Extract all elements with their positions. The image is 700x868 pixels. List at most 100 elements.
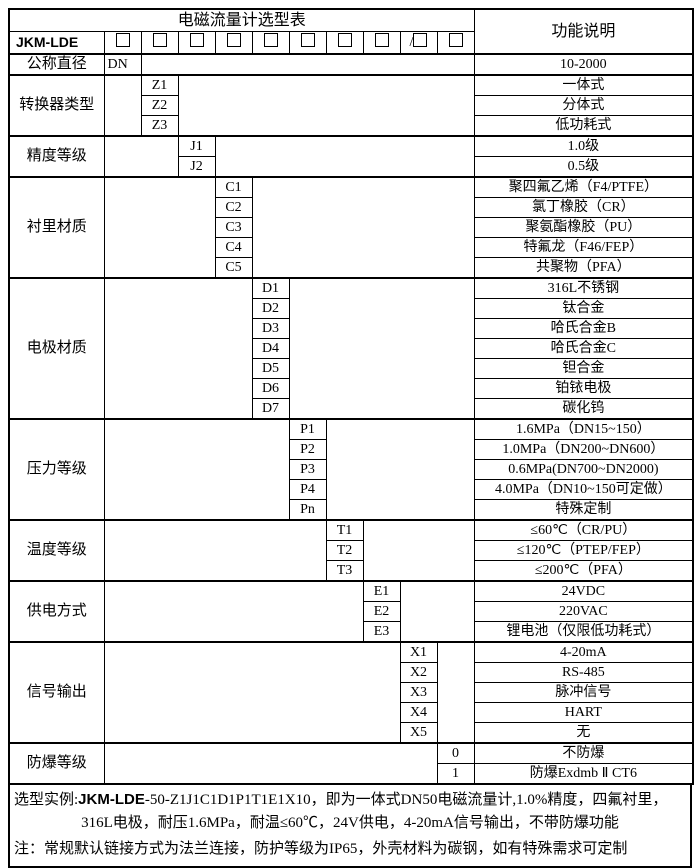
description-cell: 分体式 bbox=[473, 95, 694, 116]
table-row: 防爆等级 0 不防爆 bbox=[8, 742, 694, 785]
table-row: X5 无 bbox=[9, 722, 694, 744]
code-cell: C4 bbox=[214, 237, 253, 258]
code-cell: C1 bbox=[214, 176, 253, 198]
checkbox-icon bbox=[226, 33, 241, 47]
code-cell: D1 bbox=[251, 277, 290, 299]
selection-table: 电磁流量计选型表 功能说明 JKM-LDE / 公称直径 DN 10-2000 转换器… bbox=[8, 8, 695, 785]
model-checkbox-cell: / bbox=[399, 31, 438, 55]
code-cell: T3 bbox=[325, 560, 364, 582]
filler-cell bbox=[251, 176, 475, 279]
function-desc-header: 功能说明 bbox=[473, 8, 694, 55]
section-label: 防爆等级 bbox=[8, 742, 105, 785]
description-cell: ≤120℃（PTEP/FEP） bbox=[473, 540, 694, 561]
code-cell: Z3 bbox=[140, 115, 179, 137]
table-row: X3 脉冲信号 bbox=[9, 682, 694, 703]
table-row: D2 钛合金 bbox=[9, 298, 694, 319]
model-checkbox-cell bbox=[251, 31, 290, 55]
table-row: 电极材质 D1 316L不锈钢 bbox=[8, 277, 694, 420]
description-cell: 脉冲信号 bbox=[473, 682, 694, 703]
table-row: 转换器类型 Z1 一体式 bbox=[8, 74, 694, 137]
table-row: E2 220VAC bbox=[9, 601, 694, 622]
code-cell: J1 bbox=[177, 135, 216, 157]
code-cell: DN bbox=[103, 53, 142, 76]
model-checkbox-cell bbox=[214, 31, 253, 55]
table-row: C4 特氟龙（F46/FEP） bbox=[9, 237, 694, 258]
code-cell: E3 bbox=[362, 621, 401, 643]
title-row: 电磁流量计选型表 功能说明 bbox=[8, 8, 694, 55]
description-cell: 碳化钨 bbox=[473, 398, 694, 420]
code-cell: D7 bbox=[251, 398, 290, 420]
code-cell: C3 bbox=[214, 217, 253, 238]
checkbox-icon bbox=[263, 33, 278, 47]
code-cell: Z1 bbox=[140, 74, 179, 96]
code-cell: Pn bbox=[288, 499, 327, 521]
table-row: 温度等级 T1 ≤60℃（CR/PU） bbox=[8, 519, 694, 582]
table-row: J2 0.5级 bbox=[9, 156, 694, 178]
model-prefix-label: JKM-LDE bbox=[8, 31, 105, 55]
description-cell: 特殊定制 bbox=[473, 499, 694, 521]
description-cell: 一体式 bbox=[473, 74, 694, 96]
code-cell: X5 bbox=[399, 722, 438, 744]
table-row: T2 ≤120℃（PTEP/FEP） bbox=[9, 540, 694, 561]
code-cell: D2 bbox=[251, 298, 290, 319]
example-label: 选型实例: bbox=[14, 792, 79, 808]
code-cell: C2 bbox=[214, 197, 253, 218]
description-cell: 0.6MPa(DN700~DN2000) bbox=[473, 459, 694, 480]
description-cell: 4.0MPa（DN10~150可定做） bbox=[473, 479, 694, 500]
table-row: 供电方式 E1 24VDC bbox=[8, 580, 694, 643]
description-cell: 哈氏合金C bbox=[473, 338, 694, 359]
code-cell: D3 bbox=[251, 318, 290, 339]
table-row: 衬里材质 C1 聚四氟乙烯（F4/PTFE） bbox=[8, 176, 694, 279]
checkbox-icon bbox=[448, 33, 463, 47]
note-line: 注：常规默认链接方式为法兰连接，防护等级为IP65，外壳材料为碳钢，如有特殊需求… bbox=[14, 841, 628, 857]
code-cell: D6 bbox=[251, 378, 290, 399]
model-checkbox-cell bbox=[103, 31, 142, 55]
description-cell: 4-20mA bbox=[473, 641, 694, 663]
description-cell: 无 bbox=[473, 722, 694, 744]
description-cell: 锂电池（仅限低功耗式） bbox=[473, 621, 694, 643]
code-cell: X1 bbox=[399, 641, 438, 663]
table-row: Z2 分体式 bbox=[9, 95, 694, 116]
table-row: 信号输出 X1 4-20mA bbox=[8, 641, 694, 744]
filler-cell bbox=[103, 418, 290, 521]
code-cell: E1 bbox=[362, 580, 401, 602]
description-cell: 1.0MPa（DN200~DN600） bbox=[473, 439, 694, 460]
model-checkbox-cell bbox=[362, 31, 401, 55]
section-label: 压力等级 bbox=[8, 418, 105, 521]
description-cell: 防爆Exdmb Ⅱ CT6 bbox=[473, 763, 694, 785]
code-cell: C5 bbox=[214, 257, 253, 279]
description-cell: 低功耗式 bbox=[473, 115, 694, 137]
code-cell: X3 bbox=[399, 682, 438, 703]
table-row: 压力等级 P1 1.6MPa（DN15~150） bbox=[8, 418, 694, 521]
table-title: 电磁流量计选型表 bbox=[8, 8, 475, 32]
model-checkbox-cell bbox=[140, 31, 179, 55]
description-cell: HART bbox=[473, 702, 694, 723]
code-cell: D4 bbox=[251, 338, 290, 359]
selection-sheet: 电磁流量计选型表 功能说明 JKM-LDE / 公称直径 DN 10-2000 转换器… bbox=[8, 8, 695, 868]
table-row: P2 1.0MPa（DN200~DN600） bbox=[9, 439, 694, 460]
section-label: 温度等级 bbox=[8, 519, 105, 582]
checkbox-icon bbox=[189, 33, 204, 47]
section-label: 衬里材质 bbox=[8, 176, 105, 279]
description-cell: 聚四氟乙烯（F4/PTFE） bbox=[473, 176, 694, 198]
table-row: D3 哈氏合金B bbox=[9, 318, 694, 339]
code-cell: E2 bbox=[362, 601, 401, 622]
filler-cell bbox=[103, 135, 179, 178]
code-cell: P1 bbox=[288, 418, 327, 440]
filler-cell bbox=[325, 418, 475, 521]
description-cell: 铂铱电极 bbox=[473, 378, 694, 399]
model-checkbox-cell bbox=[177, 31, 216, 55]
description-cell: 1.6MPa（DN15~150） bbox=[473, 418, 694, 440]
filler-cell bbox=[399, 580, 475, 643]
description-cell: 316L不锈钢 bbox=[473, 277, 694, 299]
code-cell: T2 bbox=[325, 540, 364, 561]
example-model-code: JKM-LDE bbox=[78, 791, 145, 808]
description-cell: 220VAC bbox=[473, 601, 694, 622]
description-cell: 24VDC bbox=[473, 580, 694, 602]
table-row: X4 HART bbox=[9, 702, 694, 723]
section-label: 精度等级 bbox=[8, 135, 105, 178]
description-cell: 10-2000 bbox=[473, 53, 694, 76]
filler-cell bbox=[103, 176, 216, 279]
code-cell: T1 bbox=[325, 519, 364, 541]
description-cell: 钽合金 bbox=[473, 358, 694, 379]
